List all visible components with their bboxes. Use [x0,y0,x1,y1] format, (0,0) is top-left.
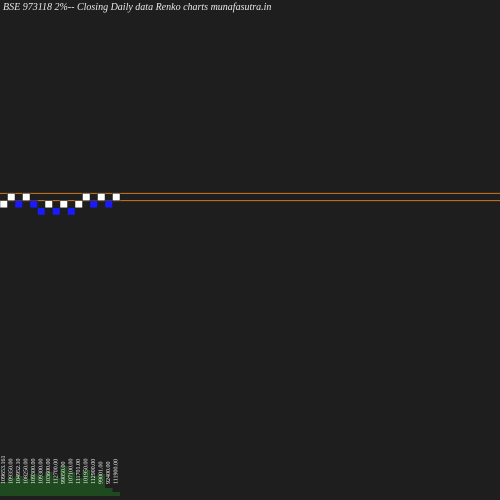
volume-label: 109350.00 [9,459,15,485]
volume-label: 109653.161 [1,456,7,485]
volume-bar [30,474,38,496]
volume-bar [7,478,15,496]
renko-brick [37,207,46,216]
volume-label: 112700.00 [54,459,60,484]
renko-brick [97,193,106,201]
volume-bar [90,476,98,496]
renko-brick [44,200,53,209]
volume-bar [82,470,90,496]
chart-title: BSE 973118 2%-- Closing Daily data Renko… [3,2,271,13]
renko-brick [0,200,8,209]
renko-brick [89,200,98,209]
volume-bar [105,488,113,496]
renko-brick [74,200,83,209]
volume-bar [15,476,23,496]
renko-brick [104,200,113,209]
volume-label: 108250.00 [24,459,30,485]
volume-bar [0,482,8,496]
volume-bar [67,472,75,496]
volume-bar [75,478,83,496]
volume-bar [52,478,60,496]
volume-label: 101950.00 [84,459,90,485]
volume-label: 111701.00 [76,459,82,484]
volume-label: 107100.00 [69,459,75,485]
renko-brick [14,200,23,209]
volume-bar [112,492,120,496]
volume-label: 103600.00 [46,459,52,485]
renko-brick [22,193,31,201]
volume-label: 99050.00 [61,462,67,485]
volume-bar [60,466,68,496]
volume-label: 104952.10 [16,459,22,485]
volume-label: 109300.00 [39,459,45,485]
volume-label: 111900.00 [114,459,120,484]
volume-label: 109300.00 [31,459,37,485]
volume-label: 92400.00 [106,462,112,485]
renko-brick [82,193,91,201]
renko-brick [7,193,16,201]
volume-bar [22,479,30,496]
renko-brick [112,193,121,201]
renko-brick [29,200,38,209]
volume-label: 112900.00 [91,459,97,484]
renko-brick [67,207,76,216]
renko-brick [52,207,61,216]
volume-bar [45,472,53,496]
volume-bar [37,476,45,496]
volume-bar [97,474,105,496]
volume-label: 99001.00 [99,462,105,485]
renko-brick [59,200,68,209]
